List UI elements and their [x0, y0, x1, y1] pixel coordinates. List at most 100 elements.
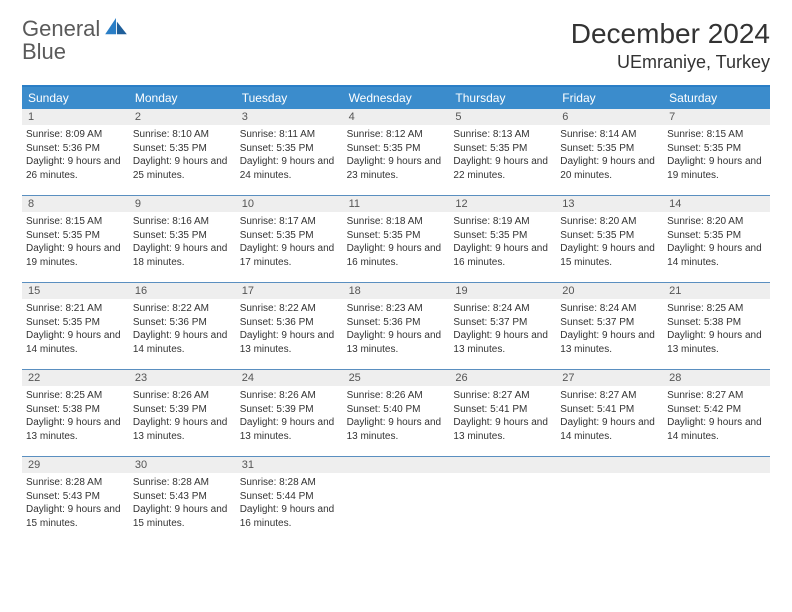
day-cell: 23Sunrise: 8:26 AMSunset: 5:39 PMDayligh… — [129, 370, 236, 456]
day-body: Sunrise: 8:26 AMSunset: 5:40 PMDaylight:… — [343, 386, 450, 446]
day-cell: 7Sunrise: 8:15 AMSunset: 5:35 PMDaylight… — [663, 109, 770, 195]
day-body: Sunrise: 8:15 AMSunset: 5:35 PMDaylight:… — [22, 212, 129, 272]
day-header-row: SundayMondayTuesdayWednesdayThursdayFrid… — [22, 87, 770, 109]
empty-body — [556, 473, 663, 533]
day-number: 1 — [22, 109, 129, 125]
day-header-sunday: Sunday — [22, 87, 129, 109]
empty-daynum — [556, 457, 663, 473]
day-body: Sunrise: 8:26 AMSunset: 5:39 PMDaylight:… — [129, 386, 236, 446]
day-body: Sunrise: 8:25 AMSunset: 5:38 PMDaylight:… — [22, 386, 129, 446]
day-body: Sunrise: 8:20 AMSunset: 5:35 PMDaylight:… — [663, 212, 770, 272]
week-row: 22Sunrise: 8:25 AMSunset: 5:38 PMDayligh… — [22, 370, 770, 457]
day-cell: 29Sunrise: 8:28 AMSunset: 5:43 PMDayligh… — [22, 457, 129, 543]
day-cell: 12Sunrise: 8:19 AMSunset: 5:35 PMDayligh… — [449, 196, 556, 282]
empty-body — [449, 473, 556, 533]
week-row: 15Sunrise: 8:21 AMSunset: 5:35 PMDayligh… — [22, 283, 770, 370]
day-body: Sunrise: 8:12 AMSunset: 5:35 PMDaylight:… — [343, 125, 450, 185]
day-number: 18 — [343, 283, 450, 299]
day-cell — [343, 457, 450, 543]
day-number: 4 — [343, 109, 450, 125]
header: General Blue December 2024 UEmraniye, Tu… — [22, 18, 770, 73]
day-body: Sunrise: 8:10 AMSunset: 5:35 PMDaylight:… — [129, 125, 236, 185]
day-cell: 20Sunrise: 8:24 AMSunset: 5:37 PMDayligh… — [556, 283, 663, 369]
day-body: Sunrise: 8:16 AMSunset: 5:35 PMDaylight:… — [129, 212, 236, 272]
day-cell: 1Sunrise: 8:09 AMSunset: 5:36 PMDaylight… — [22, 109, 129, 195]
day-number: 17 — [236, 283, 343, 299]
day-body: Sunrise: 8:09 AMSunset: 5:36 PMDaylight:… — [22, 125, 129, 185]
day-cell: 9Sunrise: 8:16 AMSunset: 5:35 PMDaylight… — [129, 196, 236, 282]
day-header-monday: Monday — [129, 87, 236, 109]
day-body: Sunrise: 8:26 AMSunset: 5:39 PMDaylight:… — [236, 386, 343, 446]
day-cell: 6Sunrise: 8:14 AMSunset: 5:35 PMDaylight… — [556, 109, 663, 195]
day-body: Sunrise: 8:28 AMSunset: 5:44 PMDaylight:… — [236, 473, 343, 533]
day-number: 5 — [449, 109, 556, 125]
day-header-saturday: Saturday — [663, 87, 770, 109]
day-body: Sunrise: 8:27 AMSunset: 5:41 PMDaylight:… — [449, 386, 556, 446]
day-cell: 8Sunrise: 8:15 AMSunset: 5:35 PMDaylight… — [22, 196, 129, 282]
day-number: 14 — [663, 196, 770, 212]
day-cell: 14Sunrise: 8:20 AMSunset: 5:35 PMDayligh… — [663, 196, 770, 282]
day-cell: 18Sunrise: 8:23 AMSunset: 5:36 PMDayligh… — [343, 283, 450, 369]
day-cell: 22Sunrise: 8:25 AMSunset: 5:38 PMDayligh… — [22, 370, 129, 456]
day-number: 25 — [343, 370, 450, 386]
day-number: 20 — [556, 283, 663, 299]
day-header-wednesday: Wednesday — [343, 87, 450, 109]
day-number: 6 — [556, 109, 663, 125]
day-number: 24 — [236, 370, 343, 386]
day-number: 19 — [449, 283, 556, 299]
day-header-friday: Friday — [556, 87, 663, 109]
day-cell: 28Sunrise: 8:27 AMSunset: 5:42 PMDayligh… — [663, 370, 770, 456]
week-row: 29Sunrise: 8:28 AMSunset: 5:43 PMDayligh… — [22, 457, 770, 543]
day-cell: 31Sunrise: 8:28 AMSunset: 5:44 PMDayligh… — [236, 457, 343, 543]
day-body: Sunrise: 8:27 AMSunset: 5:41 PMDaylight:… — [556, 386, 663, 446]
day-cell: 11Sunrise: 8:18 AMSunset: 5:35 PMDayligh… — [343, 196, 450, 282]
day-cell: 16Sunrise: 8:22 AMSunset: 5:36 PMDayligh… — [129, 283, 236, 369]
day-number: 10 — [236, 196, 343, 212]
day-cell — [449, 457, 556, 543]
brand-word1: General — [22, 16, 100, 41]
day-number: 31 — [236, 457, 343, 473]
day-body: Sunrise: 8:28 AMSunset: 5:43 PMDaylight:… — [129, 473, 236, 533]
day-body: Sunrise: 8:15 AMSunset: 5:35 PMDaylight:… — [663, 125, 770, 185]
day-number: 2 — [129, 109, 236, 125]
empty-body — [663, 473, 770, 533]
empty-daynum — [343, 457, 450, 473]
day-cell: 25Sunrise: 8:26 AMSunset: 5:40 PMDayligh… — [343, 370, 450, 456]
day-body: Sunrise: 8:25 AMSunset: 5:38 PMDaylight:… — [663, 299, 770, 359]
day-body: Sunrise: 8:27 AMSunset: 5:42 PMDaylight:… — [663, 386, 770, 446]
week-row: 8Sunrise: 8:15 AMSunset: 5:35 PMDaylight… — [22, 196, 770, 283]
day-body: Sunrise: 8:23 AMSunset: 5:36 PMDaylight:… — [343, 299, 450, 359]
week-row: 1Sunrise: 8:09 AMSunset: 5:36 PMDaylight… — [22, 109, 770, 196]
day-cell: 21Sunrise: 8:25 AMSunset: 5:38 PMDayligh… — [663, 283, 770, 369]
calendar: SundayMondayTuesdayWednesdayThursdayFrid… — [22, 85, 770, 543]
day-body: Sunrise: 8:13 AMSunset: 5:35 PMDaylight:… — [449, 125, 556, 185]
day-number: 9 — [129, 196, 236, 212]
day-number: 30 — [129, 457, 236, 473]
day-cell: 27Sunrise: 8:27 AMSunset: 5:41 PMDayligh… — [556, 370, 663, 456]
day-number: 29 — [22, 457, 129, 473]
day-number: 26 — [449, 370, 556, 386]
day-header-thursday: Thursday — [449, 87, 556, 109]
day-number: 28 — [663, 370, 770, 386]
empty-daynum — [449, 457, 556, 473]
day-body: Sunrise: 8:14 AMSunset: 5:35 PMDaylight:… — [556, 125, 663, 185]
day-number: 16 — [129, 283, 236, 299]
day-cell: 2Sunrise: 8:10 AMSunset: 5:35 PMDaylight… — [129, 109, 236, 195]
day-cell: 30Sunrise: 8:28 AMSunset: 5:43 PMDayligh… — [129, 457, 236, 543]
sail-icon — [105, 18, 127, 36]
day-body: Sunrise: 8:19 AMSunset: 5:35 PMDaylight:… — [449, 212, 556, 272]
day-body: Sunrise: 8:22 AMSunset: 5:36 PMDaylight:… — [236, 299, 343, 359]
day-cell: 26Sunrise: 8:27 AMSunset: 5:41 PMDayligh… — [449, 370, 556, 456]
day-cell: 3Sunrise: 8:11 AMSunset: 5:35 PMDaylight… — [236, 109, 343, 195]
month-title: December 2024 — [571, 18, 770, 50]
brand-logo: General Blue — [22, 18, 127, 64]
day-number: 22 — [22, 370, 129, 386]
day-number: 12 — [449, 196, 556, 212]
day-number: 3 — [236, 109, 343, 125]
day-cell: 17Sunrise: 8:22 AMSunset: 5:36 PMDayligh… — [236, 283, 343, 369]
location-label: UEmraniye, Turkey — [571, 52, 770, 73]
empty-body — [343, 473, 450, 533]
day-body: Sunrise: 8:20 AMSunset: 5:35 PMDaylight:… — [556, 212, 663, 272]
day-cell: 10Sunrise: 8:17 AMSunset: 5:35 PMDayligh… — [236, 196, 343, 282]
day-body: Sunrise: 8:24 AMSunset: 5:37 PMDaylight:… — [449, 299, 556, 359]
